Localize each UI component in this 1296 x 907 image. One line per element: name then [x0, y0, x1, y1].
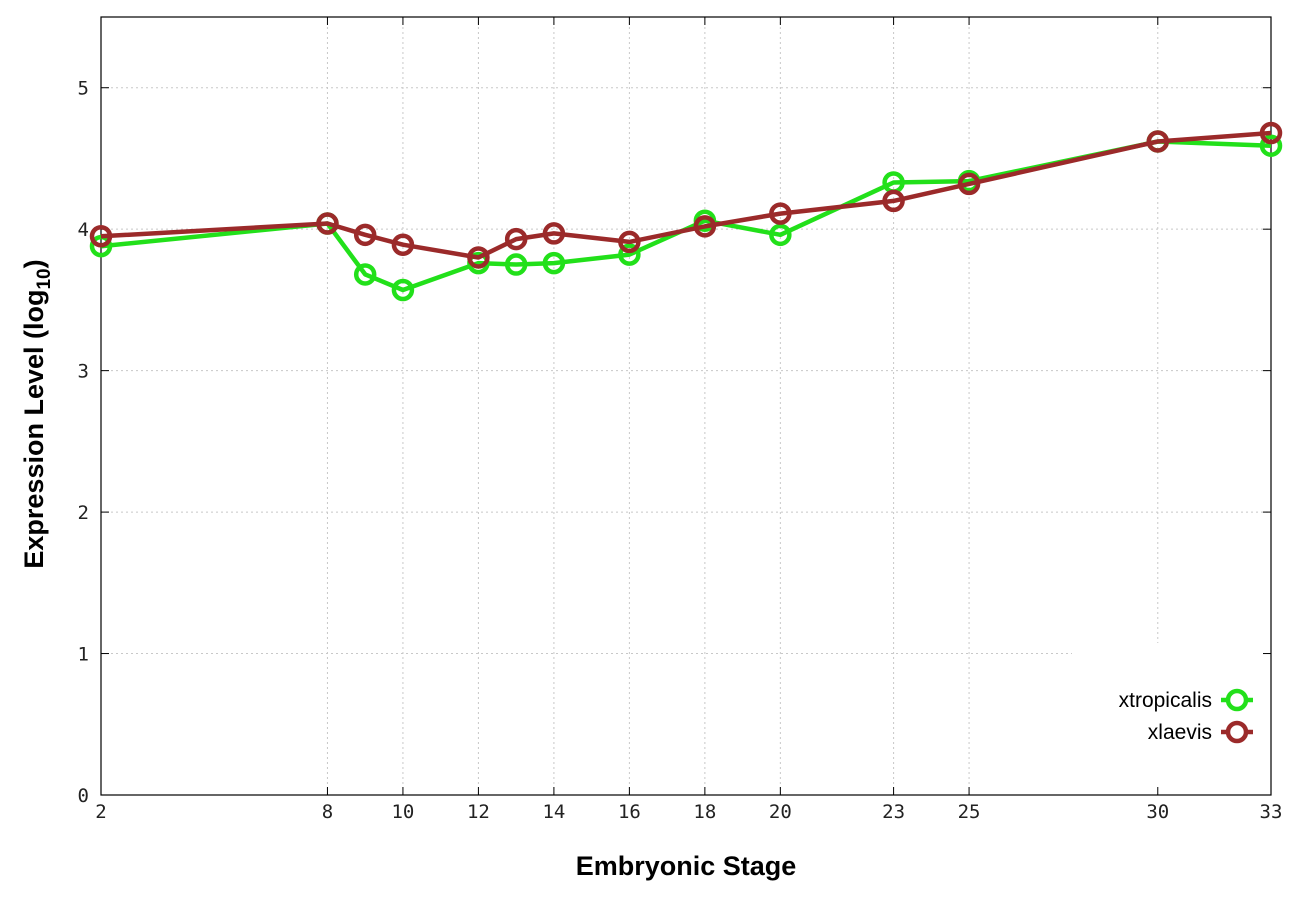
- data-point: [504, 253, 528, 276]
- data-point: [542, 251, 566, 275]
- data-point: [391, 278, 415, 302]
- legend-entry: xlaevis: [1148, 720, 1253, 744]
- series-line: [100, 139, 1272, 293]
- legend-swatch-marker: [1225, 720, 1249, 744]
- x-tick-label: 30: [1146, 801, 1169, 823]
- data-point: [693, 215, 717, 238]
- legend-entry: xtropicalis: [1119, 688, 1253, 712]
- x-tick-label: 23: [882, 801, 905, 823]
- series-xtropicalis: [89, 130, 1283, 302]
- x-tick-label: 14: [542, 801, 565, 823]
- data-point: [618, 243, 641, 266]
- x-tick-label: 16: [618, 801, 641, 823]
- y-tick-label: 0: [78, 785, 89, 807]
- legend-swatch-marker: [1225, 688, 1249, 712]
- x-tick-label: 12: [467, 801, 490, 823]
- data-point: [89, 234, 113, 258]
- x-tick-label: 25: [958, 801, 981, 823]
- series-xlaevis: [89, 121, 1283, 269]
- legend-background: [1072, 643, 1270, 794]
- x-tick-label: 18: [693, 801, 716, 823]
- y-axis-title-close: ): [19, 259, 49, 268]
- data-point: [504, 227, 528, 251]
- series: [89, 121, 1283, 302]
- data-point: [957, 172, 981, 196]
- x-tick-label: 20: [769, 801, 792, 823]
- x-tick-label: 2: [95, 801, 106, 823]
- legend-box: [1072, 643, 1270, 794]
- y-tick-label: 3: [78, 361, 89, 383]
- data-point: [618, 230, 641, 254]
- x-tick-label: 10: [391, 801, 414, 823]
- data-point: [89, 225, 113, 248]
- x-tick-label: 8: [322, 801, 333, 823]
- y-tick-label: 4: [78, 219, 89, 241]
- y-tick-label: 2: [78, 502, 89, 524]
- y-axis-title-main: Expression Level (log: [19, 290, 49, 569]
- data-point: [542, 222, 566, 245]
- series-line: [100, 130, 1272, 260]
- data-point: [467, 246, 490, 269]
- y-axis-title: Expression Level (log10): [19, 259, 55, 568]
- data-point: [353, 223, 377, 247]
- legend-label: xlaevis: [1148, 721, 1212, 744]
- data-point: [769, 202, 792, 225]
- data-point: [1146, 130, 1170, 153]
- data-point: [353, 263, 377, 286]
- data-point: [1259, 134, 1283, 157]
- x-tick-label: 33: [1260, 801, 1283, 823]
- data-point: [1259, 121, 1283, 145]
- x-axis-title: Embryonic Stage: [576, 851, 797, 881]
- plot-frame: [100, 16, 1272, 796]
- data-point: [391, 233, 415, 256]
- legend-label: xtropicalis: [1119, 689, 1212, 712]
- y-tick-label: 5: [78, 78, 89, 100]
- data-point: [316, 212, 339, 235]
- legend: xtropicalis xlaevis: [1119, 688, 1253, 744]
- data-point: [769, 223, 792, 247]
- y-tick-label: 1: [78, 644, 89, 666]
- data-point: [882, 189, 905, 213]
- y-axis-title-subscript: 10: [34, 268, 55, 289]
